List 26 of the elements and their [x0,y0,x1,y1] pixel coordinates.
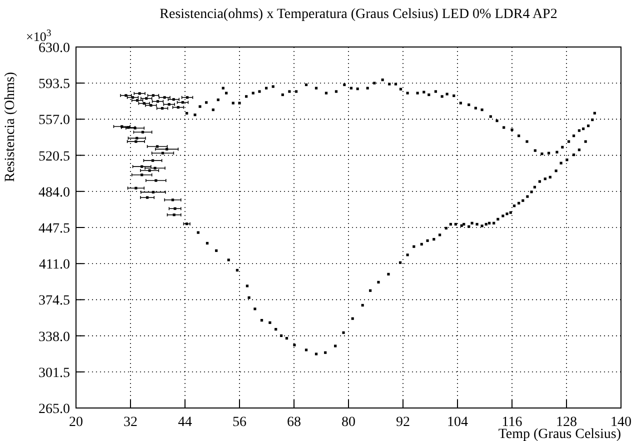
x-axis-title: Temp (Graus Celsius) [498,427,622,441]
y-tick-label: 447.5 [38,222,70,236]
text: ×10$^{3}$ [26,28,52,44]
x-tick-label: 128 [556,415,577,430]
x-tick-label: 80 [342,415,356,430]
x-tick-label: 56 [232,415,246,430]
y-tick-label: 557.0 [38,113,70,128]
x-tick-label: 32 [124,415,138,430]
x-tick-label: 116 [502,415,522,430]
y-tick-label: 484.0 [38,185,70,200]
y-tick-label: 520.5 [38,149,70,164]
x-tick-label: 20 [69,415,83,430]
x-tick-label: 44 [178,415,192,430]
x-tick-label: 140 [610,415,632,430]
y-tick-label: 630.0 [38,41,70,56]
y-tick-label: 374.5 [38,294,70,309]
chart-title: Resistencia(ohms) x Temperatura (Graus Celsius) LED 0% LDR4 AP2 [160,7,558,22]
x-tick-label: 104 [447,415,468,430]
y-tick-label: 265.0 [38,402,70,417]
x-tick-label: 68 [287,415,301,430]
y-tick-label: 338.0 [38,330,70,345]
y-tick-label: 301.5 [38,366,70,381]
y-axis-title: Resistencia (Ohms) [3,72,18,182]
y-tick-label: 411.0 [39,258,70,273]
y-tick-label: 593.5 [38,77,70,92]
x-tick-label: 92 [396,415,410,430]
